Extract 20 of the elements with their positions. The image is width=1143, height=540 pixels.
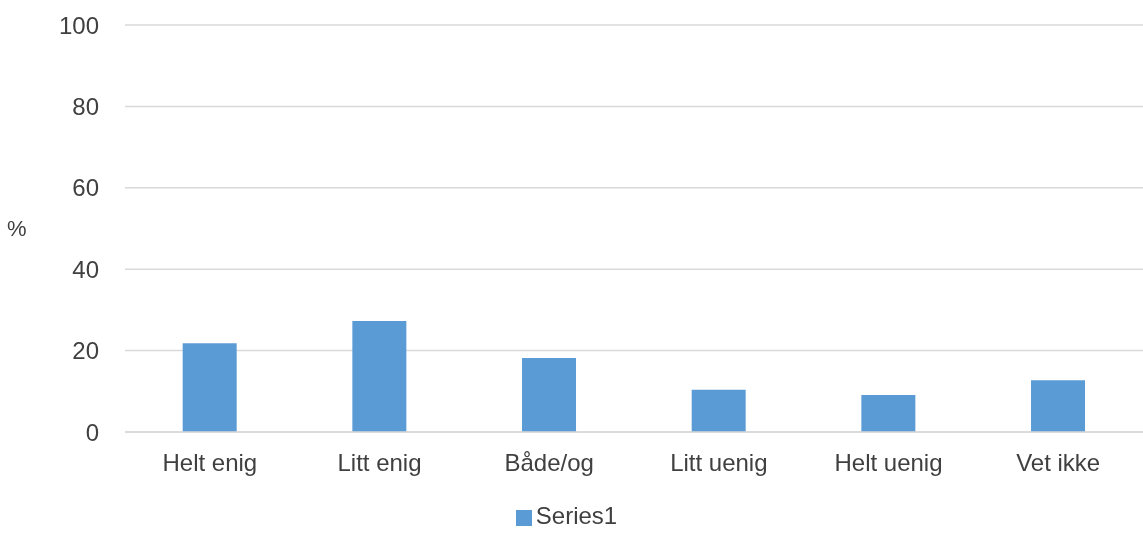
x-tick-label: Vet ikke (1016, 449, 1101, 477)
y-tick-label: 20 (72, 337, 99, 365)
y-tick-label: 80 (72, 92, 99, 120)
bar (182, 343, 237, 432)
x-tick-label: Litt enig (337, 449, 422, 477)
x-tick-label: Helt uenig (834, 449, 943, 477)
y-tick-label: 0 (85, 418, 99, 446)
y-tick-label: 60 (72, 174, 99, 202)
x-tick-label: Både/og (504, 449, 594, 477)
y-tick-label: 40 (72, 255, 99, 283)
y-tick-label: 100 (58, 11, 99, 39)
x-tick-label: Helt enig (162, 449, 258, 477)
y-axis-title: % (7, 216, 27, 242)
x-tick-label: Litt uenig (670, 449, 768, 477)
bar (522, 357, 577, 432)
bar (691, 389, 746, 432)
bar (861, 394, 916, 432)
bar (352, 320, 407, 432)
bar (1031, 380, 1086, 432)
legend-label: Series1 (535, 502, 618, 529)
